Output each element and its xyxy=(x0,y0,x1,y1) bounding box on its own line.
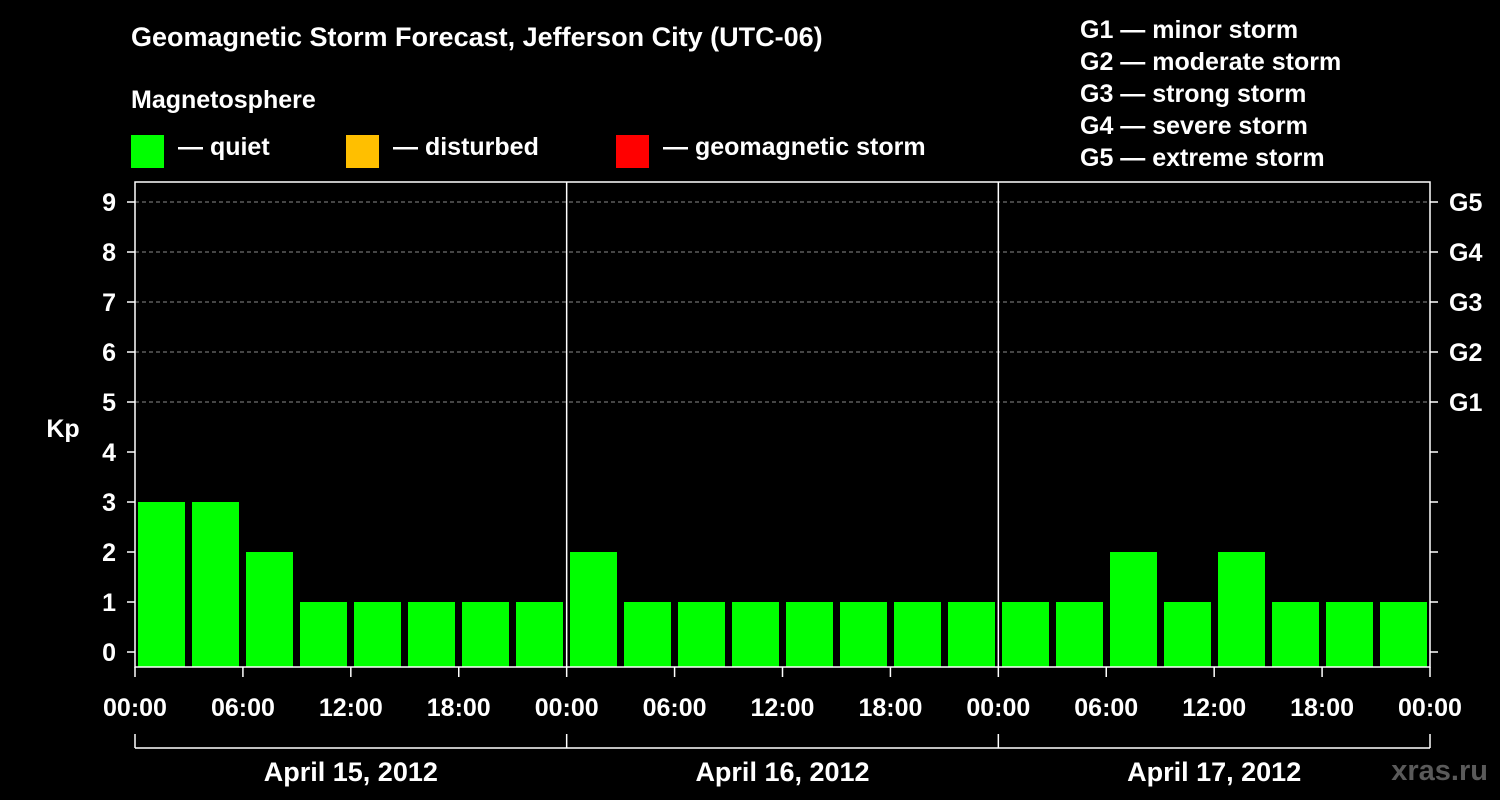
x-tick-label-10: 12:00 xyxy=(1182,694,1246,722)
storm-scale-legend: G1 — minor storm G2 — moderate storm G3 … xyxy=(1080,14,1341,174)
legend-heading: Magnetosphere xyxy=(131,86,316,114)
y-axis-label: Kp xyxy=(46,415,79,443)
x-tick-label-5: 06:00 xyxy=(643,694,707,722)
bar-14 xyxy=(894,602,941,667)
bar-12 xyxy=(786,602,833,667)
bar-16 xyxy=(1002,602,1049,667)
date-label-0: April 15, 2012 xyxy=(264,757,438,787)
right-tick-label-g5: G5 xyxy=(1449,189,1482,217)
bar-6 xyxy=(462,602,509,667)
y-tick-label-0: 0 xyxy=(102,639,116,667)
x-tick-label-6: 12:00 xyxy=(751,694,815,722)
storm-scale-g1: G1 — minor storm xyxy=(1080,16,1299,44)
bar-5 xyxy=(408,602,455,667)
legend-label-storm: — geomagnetic storm xyxy=(663,132,926,161)
watermark: xras.ru xyxy=(1391,755,1488,787)
x-tick-label-7: 18:00 xyxy=(858,694,922,722)
date-label-1: April 16, 2012 xyxy=(695,757,869,787)
bar-20 xyxy=(1218,552,1265,667)
legend-swatch-storm xyxy=(616,134,649,168)
bar-17 xyxy=(1056,602,1103,667)
y-tick-label-6: 6 xyxy=(102,339,116,367)
date-label-2: April 17, 2012 xyxy=(1127,757,1301,787)
bar-0 xyxy=(138,502,185,667)
x-tick-label-3: 18:00 xyxy=(427,694,491,722)
bar-21 xyxy=(1272,602,1319,667)
storm-scale-g3: G3 — strong storm xyxy=(1080,80,1307,108)
bar-2 xyxy=(246,552,293,667)
x-tick-label-11: 18:00 xyxy=(1290,694,1354,722)
bar-4 xyxy=(354,602,401,667)
right-tick-label-g3: G3 xyxy=(1449,289,1482,317)
storm-scale-g5: G5 — extreme storm xyxy=(1080,144,1325,172)
legend-item-quiet: — quiet xyxy=(131,132,270,168)
bar-15 xyxy=(948,602,995,667)
bar-10 xyxy=(678,602,725,667)
storm-scale-g2: G2 — moderate storm xyxy=(1080,48,1342,76)
y-tick-label-5: 5 xyxy=(102,389,116,417)
bar-22 xyxy=(1326,602,1373,667)
legend-swatch-quiet xyxy=(131,134,164,168)
y-tick-label-9: 9 xyxy=(102,189,116,217)
x-tick-label-1: 06:00 xyxy=(211,694,275,722)
x-tick-label-9: 06:00 xyxy=(1074,694,1138,722)
bar-13 xyxy=(840,602,887,667)
x-tick-label-12: 00:00 xyxy=(1398,694,1462,722)
right-tick-label-g4: G4 xyxy=(1449,239,1482,267)
y-tick-label-8: 8 xyxy=(102,239,116,267)
legend-label-disturbed: — disturbed xyxy=(393,132,539,161)
y-tick-label-2: 2 xyxy=(102,539,116,567)
x-tick-label-8: 00:00 xyxy=(966,694,1030,722)
x-tick-label-4: 00:00 xyxy=(535,694,599,722)
legend-swatch-disturbed xyxy=(346,134,379,168)
bar-1 xyxy=(192,502,239,667)
bar-18 xyxy=(1110,552,1157,667)
bar-9 xyxy=(624,602,671,667)
chart-title: Geomagnetic Storm Forecast, Jefferson Ci… xyxy=(131,22,823,52)
bar-7 xyxy=(516,602,563,667)
legend-label-quiet: — quiet xyxy=(178,132,270,161)
y-tick-label-1: 1 xyxy=(102,589,116,617)
bar-8 xyxy=(570,552,617,667)
y-tick-label-7: 7 xyxy=(102,289,116,317)
x-tick-label-2: 12:00 xyxy=(319,694,383,722)
legend-item-disturbed: — disturbed xyxy=(346,132,539,168)
bar-19 xyxy=(1164,602,1211,667)
bar-23 xyxy=(1380,602,1427,667)
y-tick-label-4: 4 xyxy=(102,439,116,467)
storm-scale-g4: G4 — severe storm xyxy=(1080,112,1308,140)
bar-3 xyxy=(300,602,347,667)
right-tick-label-g2: G2 xyxy=(1449,339,1482,367)
bar-11 xyxy=(732,602,779,667)
y-tick-label-3: 3 xyxy=(102,489,116,517)
right-tick-label-g1: G1 xyxy=(1449,389,1482,417)
legend-item-storm: — geomagnetic storm xyxy=(616,132,926,168)
x-tick-label-0: 00:00 xyxy=(103,694,167,722)
